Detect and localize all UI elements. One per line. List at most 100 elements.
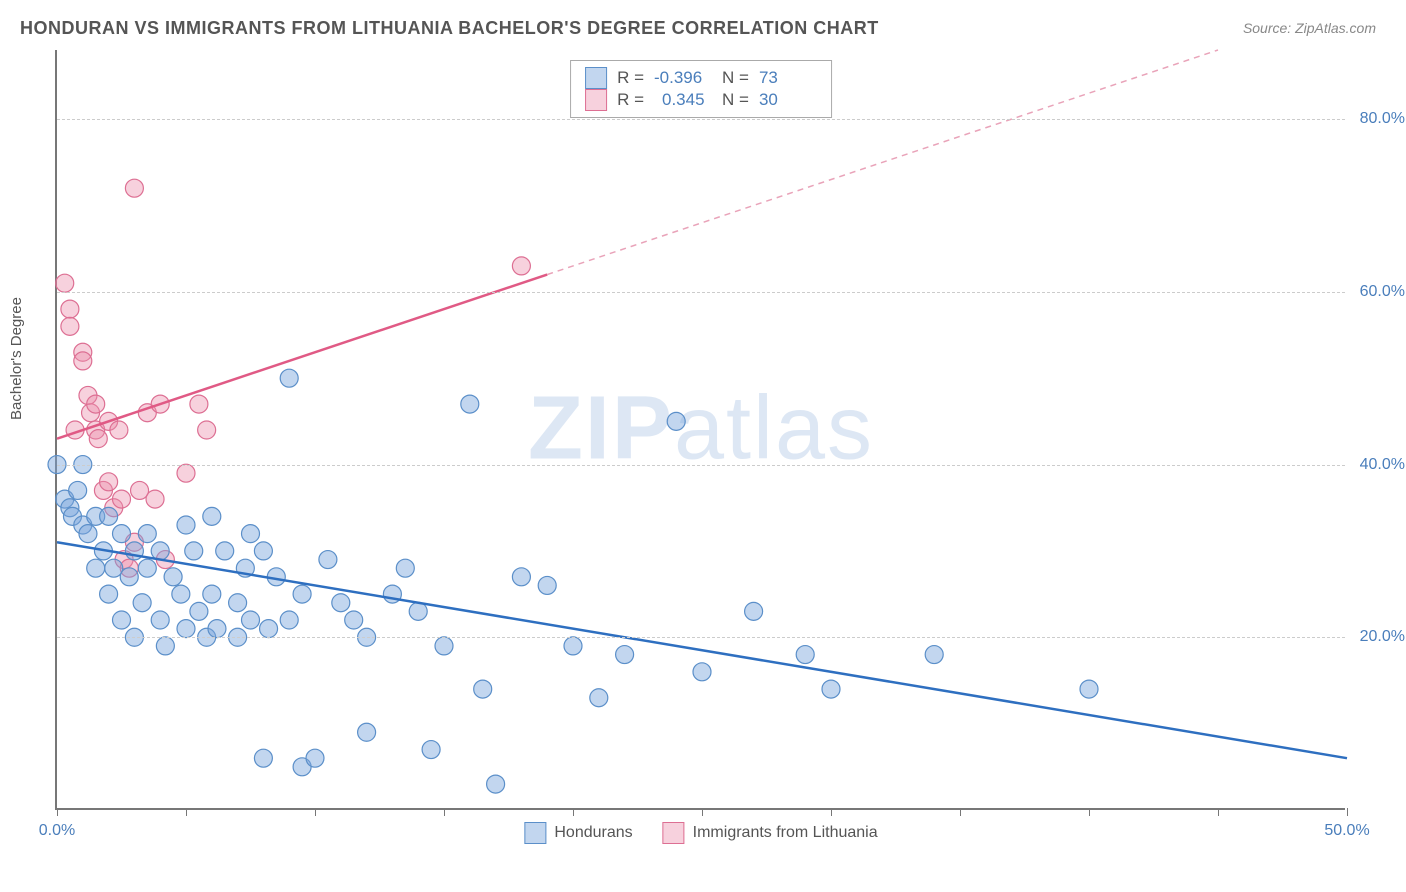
data-point bbox=[512, 568, 530, 586]
data-point bbox=[260, 620, 278, 638]
data-point bbox=[396, 559, 414, 577]
legend-item-hondurans: Hondurans bbox=[524, 822, 632, 844]
data-point bbox=[796, 646, 814, 664]
data-point bbox=[564, 637, 582, 655]
data-point bbox=[822, 680, 840, 698]
data-point bbox=[332, 594, 350, 612]
data-point bbox=[229, 594, 247, 612]
data-point bbox=[133, 594, 151, 612]
scatter-plot-svg bbox=[57, 50, 1345, 808]
data-point bbox=[254, 542, 272, 560]
data-point bbox=[113, 490, 131, 508]
data-point bbox=[177, 516, 195, 534]
data-point bbox=[61, 300, 79, 318]
data-point bbox=[113, 611, 131, 629]
x-tick-label: 50.0% bbox=[1324, 822, 1369, 840]
data-point bbox=[89, 430, 107, 448]
data-point bbox=[177, 464, 195, 482]
series-legend: Hondurans Immigrants from Lithuania bbox=[524, 822, 877, 844]
legend-label-lithuania: Immigrants from Lithuania bbox=[693, 824, 878, 842]
data-point bbox=[177, 620, 195, 638]
x-tick bbox=[702, 808, 703, 816]
x-tick bbox=[1089, 808, 1090, 816]
x-tick bbox=[1218, 808, 1219, 816]
data-point bbox=[319, 551, 337, 569]
data-point bbox=[190, 395, 208, 413]
gridline bbox=[57, 119, 1345, 120]
gridline bbox=[57, 465, 1345, 466]
x-tick bbox=[1347, 808, 1348, 816]
data-point bbox=[164, 568, 182, 586]
data-point bbox=[693, 663, 711, 681]
trend-line bbox=[57, 275, 547, 439]
chart-title: HONDURAN VS IMMIGRANTS FROM LITHUANIA BA… bbox=[20, 18, 879, 39]
data-point bbox=[590, 689, 608, 707]
legend-label-hondurans: Hondurans bbox=[554, 824, 632, 842]
data-point bbox=[1080, 680, 1098, 698]
trend-line bbox=[547, 50, 1218, 275]
data-point bbox=[208, 620, 226, 638]
data-point bbox=[74, 352, 92, 370]
data-point bbox=[487, 775, 505, 793]
data-point bbox=[203, 507, 221, 525]
y-tick-label: 40.0% bbox=[1360, 456, 1405, 474]
trend-line bbox=[57, 542, 1347, 758]
data-point bbox=[120, 568, 138, 586]
data-point bbox=[461, 395, 479, 413]
y-tick-label: 60.0% bbox=[1360, 283, 1405, 301]
swatch-lithuania bbox=[663, 822, 685, 844]
data-point bbox=[254, 749, 272, 767]
legend-item-lithuania: Immigrants from Lithuania bbox=[663, 822, 878, 844]
data-point bbox=[435, 637, 453, 655]
data-point bbox=[216, 542, 234, 560]
data-point bbox=[125, 179, 143, 197]
data-point bbox=[100, 585, 118, 603]
data-point bbox=[293, 585, 311, 603]
data-point bbox=[87, 395, 105, 413]
y-tick-label: 20.0% bbox=[1360, 628, 1405, 646]
data-point bbox=[358, 723, 376, 741]
data-point bbox=[69, 481, 87, 499]
gridline bbox=[57, 637, 1345, 638]
data-point bbox=[409, 602, 427, 620]
data-point bbox=[616, 646, 634, 664]
x-tick bbox=[444, 808, 445, 816]
data-point bbox=[538, 576, 556, 594]
data-point bbox=[306, 749, 324, 767]
data-point bbox=[172, 585, 190, 603]
data-point bbox=[138, 559, 156, 577]
data-point bbox=[56, 274, 74, 292]
source-label: Source: ZipAtlas.com bbox=[1243, 20, 1376, 36]
data-point bbox=[198, 421, 216, 439]
data-point bbox=[280, 369, 298, 387]
data-point bbox=[242, 525, 260, 543]
x-tick bbox=[186, 808, 187, 816]
x-tick bbox=[960, 808, 961, 816]
data-point bbox=[138, 525, 156, 543]
x-tick bbox=[315, 808, 316, 816]
data-point bbox=[925, 646, 943, 664]
data-point bbox=[61, 317, 79, 335]
data-point bbox=[185, 542, 203, 560]
data-point bbox=[203, 585, 221, 603]
x-tick bbox=[57, 808, 58, 816]
chart-area: ZIPatlas R = -0.396 N = 73 R = 0.345 N =… bbox=[55, 50, 1345, 810]
data-point bbox=[512, 257, 530, 275]
x-tick bbox=[573, 808, 574, 816]
data-point bbox=[146, 490, 164, 508]
data-point bbox=[151, 542, 169, 560]
data-point bbox=[190, 602, 208, 620]
data-point bbox=[345, 611, 363, 629]
x-tick bbox=[831, 808, 832, 816]
swatch-hondurans bbox=[524, 822, 546, 844]
y-tick-label: 80.0% bbox=[1360, 110, 1405, 128]
data-point bbox=[156, 637, 174, 655]
data-point bbox=[100, 507, 118, 525]
data-point bbox=[151, 611, 169, 629]
data-point bbox=[745, 602, 763, 620]
gridline bbox=[57, 292, 1345, 293]
x-tick-label: 0.0% bbox=[39, 822, 75, 840]
data-point bbox=[667, 412, 685, 430]
data-point bbox=[242, 611, 260, 629]
data-point bbox=[87, 559, 105, 577]
